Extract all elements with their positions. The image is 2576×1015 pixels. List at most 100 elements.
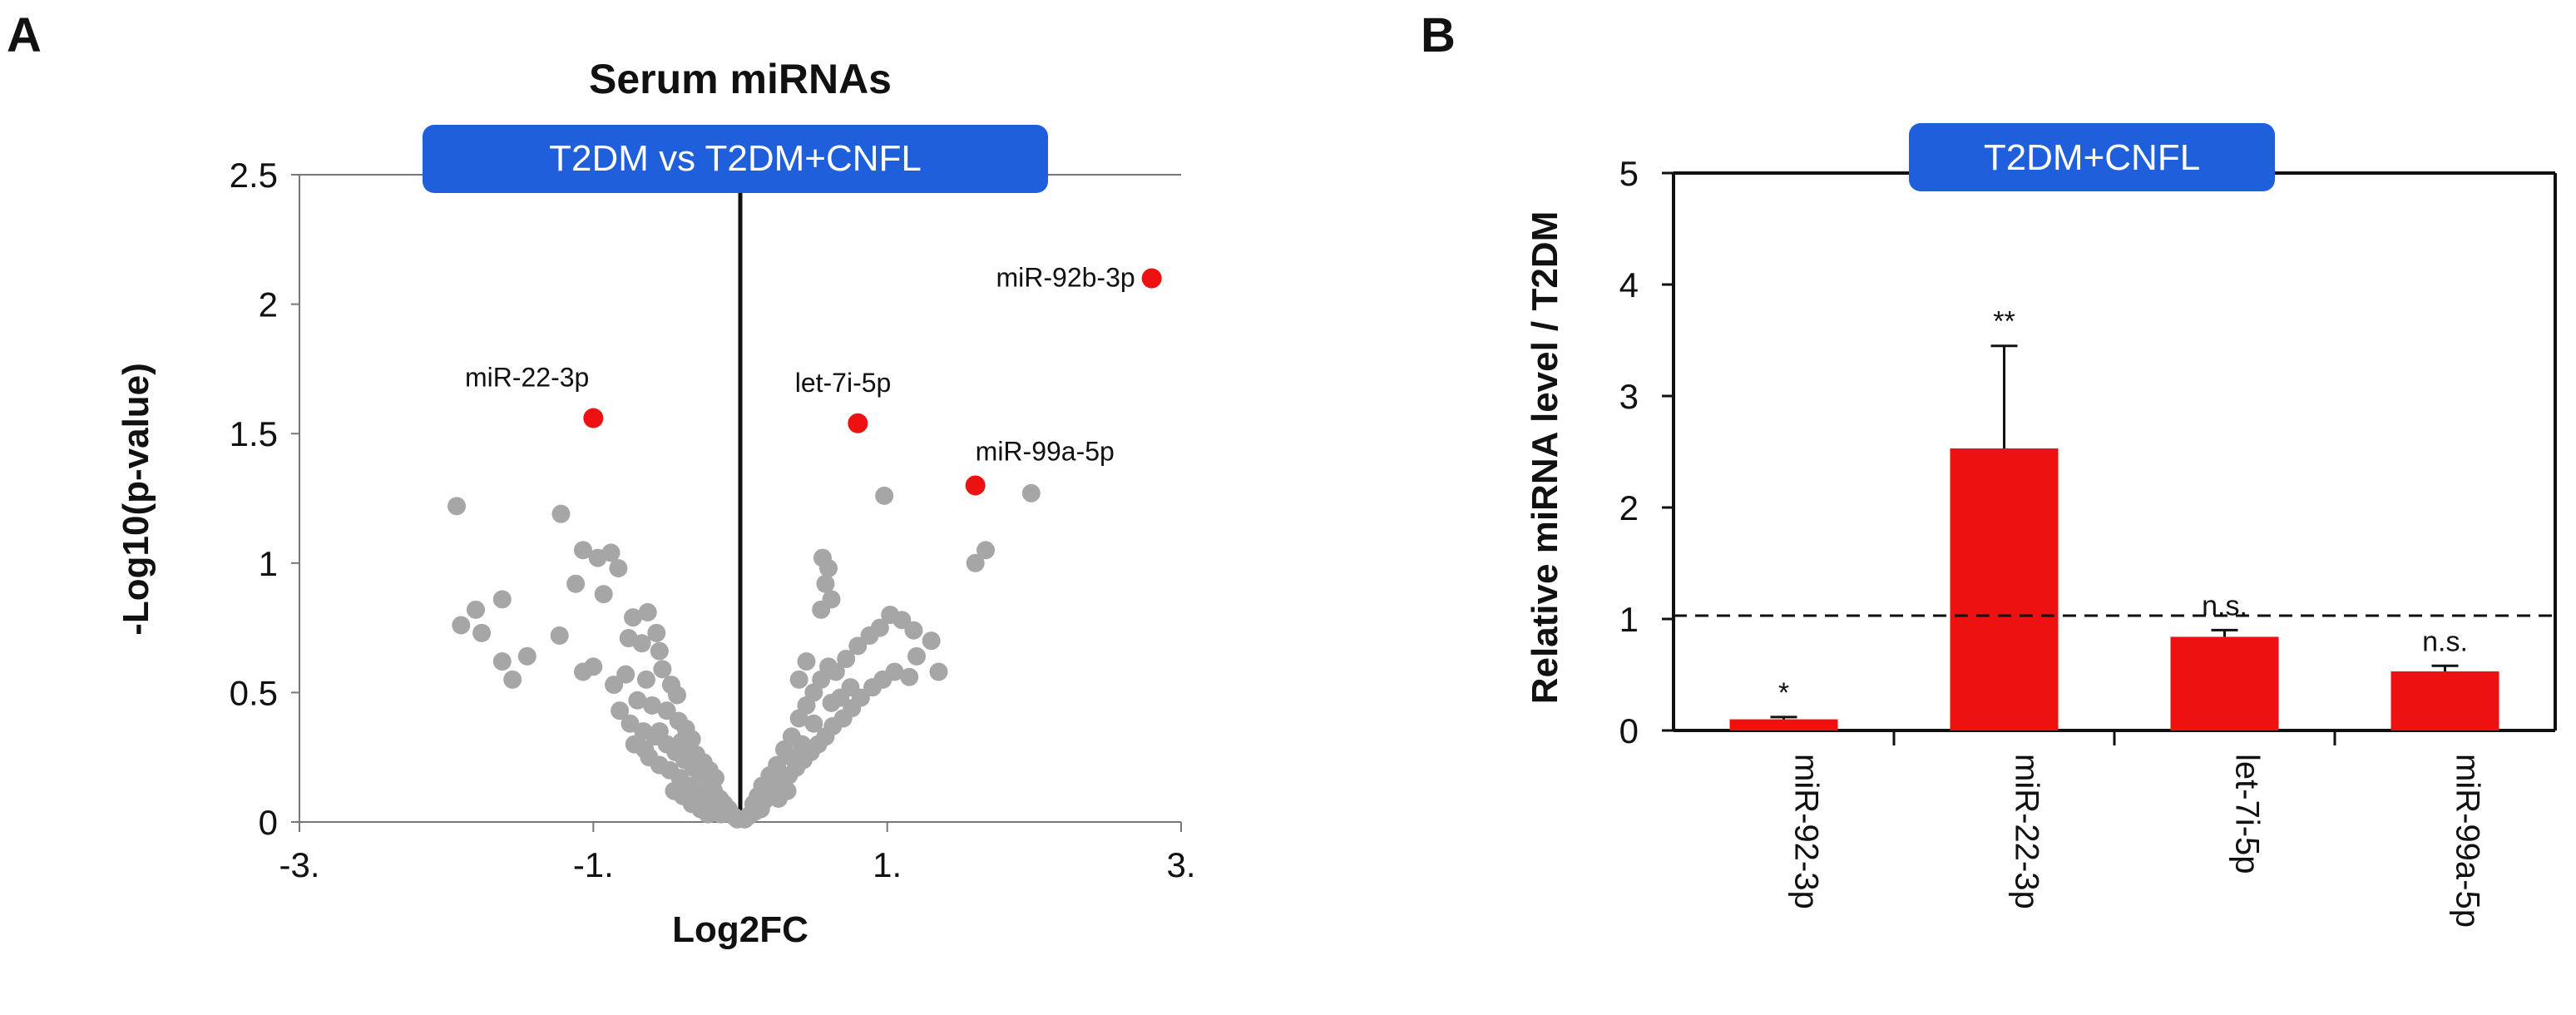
volcano-point: [653, 660, 672, 679]
volcano-point: [643, 696, 661, 715]
volcano-plot-title: Serum miRNAs: [589, 56, 892, 102]
bar: [2391, 671, 2499, 730]
volcano-point: [619, 629, 638, 648]
volcano-highlight-point: [583, 408, 604, 428]
volcano-point: [900, 667, 919, 686]
bar-chart-panel: B Relative miRNA level / T2DM 0 1 2 3 4 5 * miR…: [1421, 8, 2557, 928]
volcano-point: [503, 670, 522, 689]
panel-a-label: A: [7, 8, 42, 62]
volcano-point: [657, 701, 676, 720]
volcano-point: [837, 649, 856, 668]
volcano-point: [789, 670, 808, 689]
volcano-badge-box: [423, 125, 1048, 193]
volcano-point: [517, 646, 536, 666]
volcano-plot-area: 0 0.5 1 1.5 2 2.5 -3. -1. 1. 3. miR-92b-3p miR-22-3…: [230, 156, 1196, 884]
volcano-point: [605, 676, 624, 695]
volcano-point: [638, 602, 657, 621]
bar-y-tick-label: 0: [1619, 711, 1639, 750]
volcano-point: [594, 585, 613, 604]
volcano-y-tick-label: 2.5: [230, 156, 278, 195]
volcano-y-tick-label: 1: [259, 544, 278, 583]
volcano-point: [672, 732, 691, 751]
volcano-point: [977, 541, 996, 560]
volcano-badge-text: T2DM vs T2DM+CNFL: [549, 138, 922, 179]
volcano-point: [929, 662, 948, 681]
bar-category-label: miR-92-3p: [1788, 754, 1825, 909]
volcano-point: [611, 701, 630, 720]
bar-legend-badge: T2DM+CNFL: [1909, 123, 2275, 191]
volcano-x-tick-label: 3.: [1166, 845, 1195, 884]
volcano-point: [621, 714, 640, 733]
bar-significance-label: **: [1993, 306, 2015, 338]
bar-y-tick-label: 1: [1619, 600, 1639, 639]
volcano-x-axis-label: Log2FC: [672, 909, 808, 950]
volcano-point-label: let-7i-5p: [795, 368, 892, 398]
volcano-point: [452, 616, 471, 635]
volcano-point: [467, 600, 485, 619]
bar-y-tick-label: 2: [1619, 488, 1639, 527]
volcano-point: [650, 722, 669, 741]
volcano-y-tick-label: 0.5: [230, 673, 278, 712]
volcano-point: [550, 626, 569, 645]
volcano-point: [778, 781, 797, 800]
volcano-point: [816, 574, 835, 593]
bar-significance-label: n.s.: [2202, 590, 2247, 621]
volcano-point: [793, 735, 812, 754]
volcano-point: [875, 486, 894, 505]
volcano-point: [647, 623, 666, 642]
volcano-point: [601, 543, 621, 562]
volcano-point: [885, 662, 904, 681]
volcano-point: [573, 541, 592, 560]
volcano-point: [907, 646, 926, 666]
volcano-point: [881, 606, 900, 625]
volcano-point: [819, 559, 838, 578]
volcano-point: [699, 805, 718, 824]
volcano-point: [712, 805, 731, 824]
volcano-x-tick-label: -1.: [573, 845, 614, 884]
volcano-point: [812, 600, 831, 619]
volcano-point: [822, 693, 841, 712]
volcano-point: [789, 709, 808, 728]
volcano-point: [782, 748, 801, 767]
volcano-highlight-point: [1141, 268, 1162, 289]
volcano-point: [624, 608, 643, 627]
volcano-x-tick-label: -3.: [279, 845, 319, 884]
bar-category-label: let-7i-5p: [2229, 754, 2266, 874]
bar: [1729, 719, 1838, 730]
volcano-legend-badge: T2DM vs T2DM+CNFL: [423, 125, 1048, 193]
bar-category-label: miR-22-3p: [2009, 754, 2045, 909]
bar-plot-area: 0 1 2 3 4 5 * miR-92-3p ** miR-22-3p n.s. let-7i-5p…: [1619, 154, 2557, 928]
volcano-point: [492, 590, 512, 609]
volcano-y-tick-label: 1.5: [230, 414, 278, 453]
volcano-point-label: miR-99a-5p: [976, 436, 1115, 466]
volcano-point: [551, 504, 571, 523]
volcano-point: [804, 714, 823, 733]
volcano-point: [573, 662, 592, 681]
bar-y-axis-label: Relative miRNA level / T2DM: [1525, 211, 1565, 705]
volcano-point-label: miR-22-3p: [465, 363, 589, 393]
volcano-plot-panel: A Serum miRNAs Log2FC -Log10(p-value) 00…: [7, 8, 1196, 950]
volcano-point: [966, 553, 985, 572]
bar-badge-text: T2DM+CNFL: [1984, 137, 2200, 178]
bar-y-tick-label: 3: [1619, 377, 1639, 416]
volcano-highlight-point: [848, 413, 868, 433]
bar-significance-label: n.s.: [2422, 626, 2468, 657]
volcano-point: [609, 559, 628, 578]
volcano-point: [650, 641, 669, 661]
bar-y-tick-label: 5: [1619, 154, 1639, 193]
volcano-point: [628, 691, 647, 710]
volcano-point: [904, 621, 923, 640]
bar-category-label: miR-99a-5p: [2450, 754, 2486, 928]
bar: [1950, 448, 2059, 730]
volcano-point: [841, 678, 860, 697]
bar-significance-label: *: [1778, 677, 1789, 709]
volcano-point: [616, 665, 635, 684]
volcano-point: [636, 670, 655, 689]
volcano-point: [751, 800, 770, 819]
volcano-point: [492, 652, 512, 671]
volcano-point: [1021, 483, 1041, 503]
volcano-point: [566, 574, 586, 593]
volcano-point: [922, 631, 941, 651]
volcano-point: [472, 623, 492, 642]
volcano-point: [860, 626, 879, 645]
